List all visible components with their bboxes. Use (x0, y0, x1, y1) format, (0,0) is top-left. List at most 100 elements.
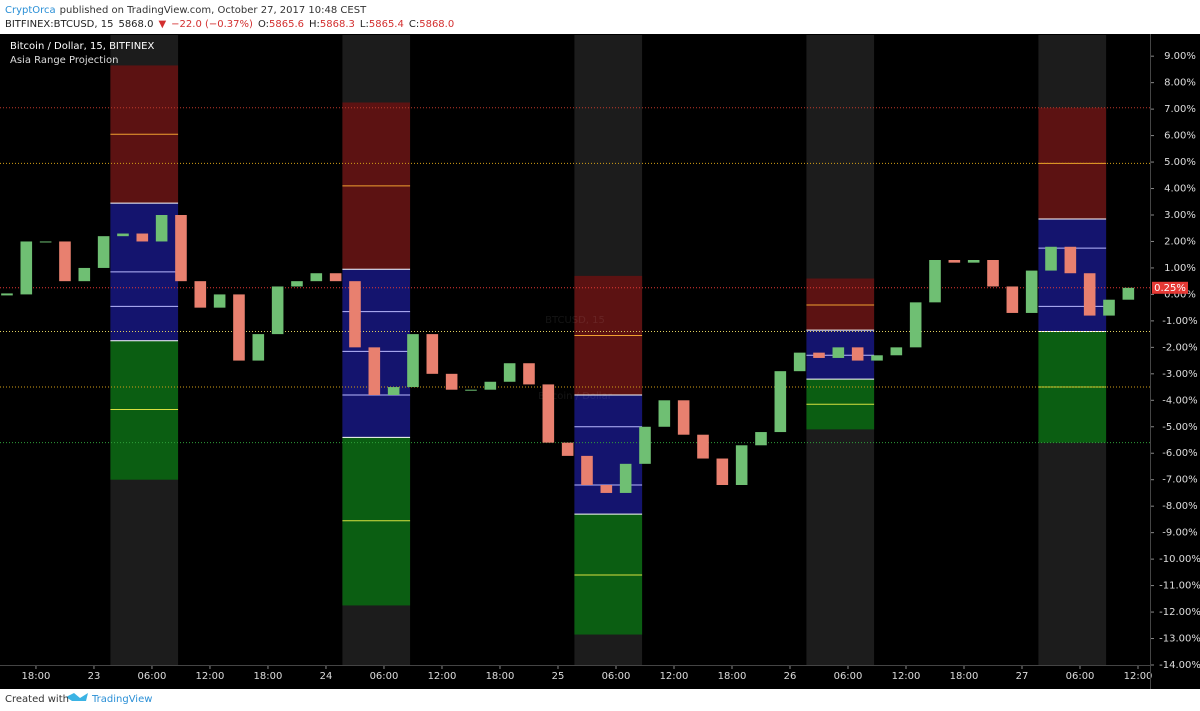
watermark-sub: Bitcoin / Dollar (538, 391, 613, 402)
quote-text: BITFINEX:BTCUSD, 15 (5, 19, 113, 30)
candle (155, 215, 168, 242)
axis-border (1150, 34, 1151, 689)
projection-down (342, 437, 411, 606)
candle (523, 363, 535, 385)
candle (1122, 287, 1135, 300)
y-tick-label: 9.00% (1164, 51, 1196, 62)
x-tick-label: 18:00 (254, 671, 283, 682)
candle (987, 260, 999, 287)
candle (639, 426, 651, 464)
candle (561, 442, 574, 456)
x-tick-label: 06:00 (138, 671, 167, 682)
axis-border (0, 665, 1150, 666)
candle (445, 373, 458, 390)
candle (890, 347, 903, 356)
x-tick-label: 18:00 (718, 671, 747, 682)
candle (677, 400, 690, 435)
x-tick-label: 18:00 (486, 671, 515, 682)
candle (349, 281, 361, 348)
candle (387, 387, 400, 395)
x-tick-label: 12:00 (892, 671, 921, 682)
y-tick-label: 6.00% (1164, 131, 1196, 142)
y-tick-label: 8.00% (1164, 78, 1196, 89)
projection-up (806, 278, 875, 331)
quote-text: 5868.0 (118, 19, 153, 30)
candle (716, 458, 729, 485)
candle (1025, 270, 1038, 313)
y-tick-label: -4.00% (1162, 395, 1197, 406)
candle (774, 371, 787, 433)
y-tick-label: -3.00% (1162, 369, 1197, 380)
footer-text: Created with (5, 694, 69, 705)
candle (175, 215, 187, 282)
candle (97, 236, 110, 268)
candle (368, 347, 381, 395)
candle (465, 389, 477, 391)
candle (1083, 273, 1096, 316)
y-tick-label: -9.00% (1162, 528, 1197, 539)
y-tick-label: -14.00% (1159, 660, 1200, 671)
y-tick-label: -5.00% (1162, 422, 1197, 433)
x-tick-label: 12:00 (196, 671, 225, 682)
quote-text: L: (360, 19, 369, 30)
candle (39, 241, 52, 243)
y-tick-label: 2.00% (1164, 236, 1196, 247)
x-tick-label: 06:00 (834, 671, 863, 682)
candle (832, 347, 845, 358)
y-tick-label: 3.00% (1164, 210, 1196, 221)
candle (909, 302, 922, 348)
x-tick-label: 25 (552, 671, 565, 682)
candle (194, 281, 207, 308)
candle (735, 445, 748, 485)
footer-brand: TradingView (91, 694, 152, 705)
candle (581, 455, 593, 485)
y-tick-label: 5.00% (1164, 157, 1196, 168)
y-tick-label: 4.00% (1164, 184, 1196, 195)
x-tick-label: 18:00 (22, 671, 51, 682)
y-tick-label: 7.00% (1164, 104, 1196, 115)
quote-text: 5868.3 (320, 19, 355, 30)
quote-text: H: (309, 19, 320, 30)
candle (542, 384, 555, 443)
candle (1006, 286, 1019, 313)
projection-down (574, 514, 643, 635)
footer-logo (66, 693, 88, 701)
quote-text: C: (409, 19, 419, 30)
x-tick-label: 12:00 (428, 671, 457, 682)
last-price-label: 0.25% (1154, 283, 1186, 294)
candle (59, 241, 71, 282)
candle (426, 334, 439, 374)
quote-text: O: (258, 19, 269, 30)
candle (213, 294, 226, 308)
y-tick-label: -13.00% (1159, 634, 1200, 645)
y-tick-label: -6.00% (1162, 448, 1197, 459)
candle (929, 260, 941, 303)
candle (271, 286, 284, 335)
candle (697, 434, 709, 459)
candle (252, 334, 265, 361)
candle (117, 233, 129, 237)
x-tick-label: 18:00 (950, 671, 979, 682)
candle (503, 363, 516, 382)
candle (967, 260, 980, 263)
candle (851, 347, 864, 361)
candle (813, 352, 825, 358)
projection-down (110, 340, 179, 480)
candle (1064, 246, 1077, 274)
quote-text: 5865.6 (269, 19, 304, 30)
candle (658, 400, 671, 427)
published-note: published on TradingView.com, October 27… (60, 5, 367, 16)
quote-text: 5868.0 (419, 19, 454, 30)
x-tick-label: 27 (1016, 671, 1029, 682)
y-tick-label: 1.00% (1164, 263, 1196, 274)
quote-text: ▼ (158, 19, 166, 30)
x-tick-label: 24 (320, 671, 333, 682)
asia-range (574, 395, 643, 515)
last-price-box (1152, 281, 1188, 294)
asia-range (1038, 218, 1107, 332)
candle (755, 432, 767, 446)
candle (484, 381, 497, 390)
y-tick-label: -2.00% (1162, 342, 1197, 353)
author: CryptOrca (5, 5, 56, 16)
